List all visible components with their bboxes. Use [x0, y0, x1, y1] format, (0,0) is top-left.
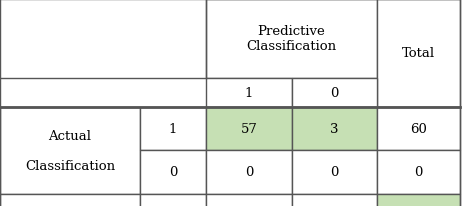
- Text: 57: 57: [240, 122, 257, 135]
- Text: 1: 1: [169, 122, 177, 135]
- Text: Predictive
Classification: Predictive Classification: [246, 25, 337, 53]
- Text: 0: 0: [245, 166, 253, 178]
- Text: 0: 0: [330, 86, 338, 99]
- Text: 1: 1: [245, 86, 253, 99]
- Text: 3: 3: [330, 122, 338, 135]
- Bar: [292, 107, 377, 150]
- Text: Actual

Classification: Actual Classification: [25, 129, 115, 172]
- Bar: [292, 150, 377, 194]
- Text: 0: 0: [169, 166, 177, 178]
- Bar: [206, 150, 292, 194]
- Bar: [0, 194, 140, 206]
- Bar: [292, 78, 377, 107]
- Bar: [0, 107, 140, 194]
- Bar: [0, 0, 206, 78]
- Bar: [206, 0, 377, 78]
- Text: Total: Total: [402, 47, 435, 60]
- Bar: [377, 150, 460, 194]
- Bar: [292, 194, 377, 206]
- Bar: [377, 194, 460, 206]
- Text: 60: 60: [410, 122, 427, 135]
- Bar: [377, 107, 460, 150]
- Text: 0: 0: [414, 166, 422, 178]
- Text: 0: 0: [330, 166, 338, 178]
- Bar: [206, 78, 292, 107]
- Bar: [140, 107, 206, 150]
- Bar: [206, 107, 292, 150]
- Bar: [206, 194, 292, 206]
- Bar: [140, 194, 206, 206]
- Bar: [140, 150, 206, 194]
- Bar: [377, 0, 460, 107]
